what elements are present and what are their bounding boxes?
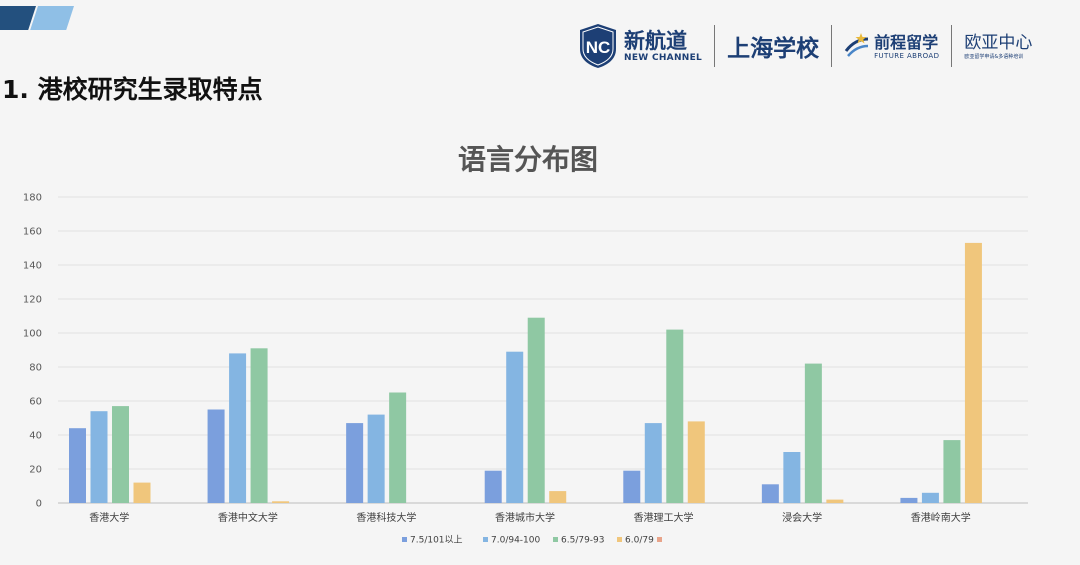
bar (133, 482, 151, 503)
bar (69, 428, 86, 503)
x-tick-label: 香港城市大学 (495, 511, 555, 524)
eurasia-center-logo: 欧亚中心 欧亚留学申请&多语种培训 (964, 33, 1032, 60)
legend-swatch (553, 537, 558, 542)
bar (826, 499, 844, 503)
logo-divider (831, 25, 833, 67)
chart-bars (69, 242, 982, 503)
y-tick-label: 40 (29, 431, 42, 442)
chart-legend: 7.5/101以上 7.0/94-100 6.5/79-93 6.0/79 (402, 535, 662, 546)
legend-swatch (657, 537, 662, 542)
bar (644, 423, 662, 503)
logo-bar: NC 新航道 NEW CHANNEL 上海学校 前程留学 FUTURE ABRO… (578, 20, 1032, 72)
x-tick-label: 香港理工大学 (634, 511, 694, 524)
bar (623, 470, 641, 503)
bar (346, 423, 364, 503)
legend-swatch (402, 537, 407, 542)
new-channel-wordmark: 新航道 NEW CHANNEL (624, 29, 702, 63)
y-tick-label: 120 (23, 295, 42, 306)
y-tick-label: 160 (23, 227, 42, 238)
new-channel-shield-icon: NC (580, 24, 616, 68)
bar (506, 351, 524, 503)
x-tick-label: 香港岭南大学 (911, 511, 971, 524)
bar (272, 501, 290, 503)
bar (250, 348, 268, 503)
bar (761, 484, 779, 503)
y-tick-label: 140 (23, 261, 42, 272)
y-tick-label: 80 (29, 363, 42, 374)
legend-label: 7.0/94-100 (491, 536, 540, 546)
bar (783, 452, 801, 503)
bar (666, 329, 684, 503)
bar (549, 491, 567, 503)
x-tick-label: 香港大学 (89, 511, 129, 524)
bar (964, 242, 982, 503)
x-tick-label: 香港中文大学 (218, 511, 278, 524)
bar (943, 440, 961, 503)
bar (367, 414, 385, 503)
chart-title: 语言分布图 (458, 143, 598, 176)
y-tick-label: 180 (23, 193, 42, 204)
eurasia-center-name: 欧亚中心 (964, 32, 1033, 53)
y-tick-label: 60 (29, 397, 42, 408)
bar (804, 363, 822, 503)
future-abroad-swoosh-icon (844, 33, 869, 57)
language-distribution-chart: 语言分布图 0 20 40 60 80 100 120 140 160 180 香港大学 香港中文大… (23, 143, 1028, 546)
y-tick-label: 100 (23, 329, 42, 340)
bar (207, 409, 225, 503)
y-tick-label: 20 (29, 465, 42, 476)
bar (90, 411, 108, 503)
logo-divider (714, 25, 716, 67)
y-tick-label: 0 (36, 499, 42, 510)
logo-divider (951, 25, 953, 67)
bar (921, 492, 939, 503)
header-accent-light (30, 6, 74, 30)
future-abroad-name-en: FUTURE ABROAD (874, 51, 940, 60)
legend-swatch (483, 537, 488, 542)
bar (229, 353, 247, 503)
legend-label: 6.0/79 (625, 536, 654, 546)
new-channel-name-cn: 新航道 (624, 29, 687, 53)
campus-name: 上海学校 (727, 36, 820, 62)
bar (112, 406, 129, 503)
future-abroad-logo: 前程留学 FUTURE ABROAD (844, 31, 939, 61)
bar (687, 421, 705, 503)
nc-badge-text: NC (586, 38, 611, 57)
legend-label: 7.5/101以上 (410, 535, 463, 546)
slide-heading: 1. 港校研究生录取特点 (2, 75, 263, 104)
new-channel-name-en: NEW CHANNEL (624, 53, 703, 63)
bar (389, 392, 407, 503)
bar (527, 317, 545, 503)
bar (484, 470, 502, 503)
chart-gridlines (58, 196, 1028, 504)
x-axis-ticks: 香港大学 香港中文大学 香港科技大学 香港城市大学 香港理工大学 浸会大学 香港岭南大学 (89, 511, 970, 524)
eurasia-center-subtitle: 欧亚留学申请&多语种培训 (964, 53, 1024, 60)
legend-swatch (617, 537, 622, 542)
x-tick-label: 浸会大学 (782, 511, 822, 524)
y-axis-ticks: 0 20 40 60 80 100 120 140 160 180 (23, 193, 42, 510)
legend-label: 6.5/79-93 (561, 536, 605, 546)
future-abroad-name-cn: 前程留学 (874, 32, 939, 52)
bar (900, 497, 918, 503)
x-tick-label: 香港科技大学 (356, 511, 416, 524)
